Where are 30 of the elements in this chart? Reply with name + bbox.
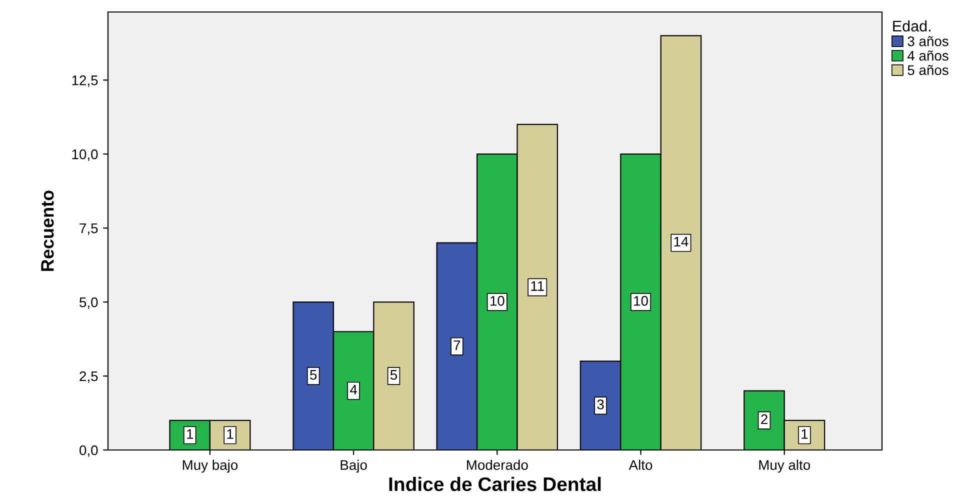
- data-label: 5: [390, 370, 398, 380]
- y-tick-label: 2,5: [80, 371, 98, 383]
- x-tick-label: Muy alto: [759, 460, 810, 473]
- y-tick-label: 0,0: [80, 445, 98, 457]
- y-tick-label: 10,0: [72, 149, 98, 161]
- legend-title: Edad.: [893, 20, 930, 32]
- data-label: 3: [597, 400, 604, 410]
- x-tick-label: Muy bajo: [182, 460, 238, 473]
- data-label: 1: [227, 429, 234, 439]
- y-tick-label: 12,5: [72, 75, 98, 87]
- y-tick-label: 5,0: [80, 297, 98, 309]
- data-label: 2: [761, 414, 768, 424]
- data-label: 14: [674, 236, 688, 246]
- x-tick-label: Moderado: [467, 460, 528, 470]
- y-axis-title: Recuento: [41, 190, 54, 271]
- data-label: 11: [531, 281, 544, 291]
- data-label: 10: [634, 296, 648, 306]
- x-tick-label: Alto: [628, 460, 652, 470]
- legend-label: 5 años: [908, 64, 948, 76]
- data-label: 1: [187, 429, 194, 439]
- y-tick-label: 7,5: [80, 224, 98, 235]
- data-label: 4: [350, 384, 358, 394]
- data-label: 10: [490, 296, 504, 306]
- legend-label: 3 años: [908, 36, 948, 46]
- data-label: 5: [310, 370, 317, 380]
- x-tick-label: Bajo: [340, 460, 367, 473]
- data-label: 7: [454, 340, 460, 350]
- data-label: 1: [802, 429, 808, 439]
- legend-label: 4 años: [907, 50, 948, 61]
- x-axis-title: Indice de Caries Dental: [389, 476, 601, 492]
